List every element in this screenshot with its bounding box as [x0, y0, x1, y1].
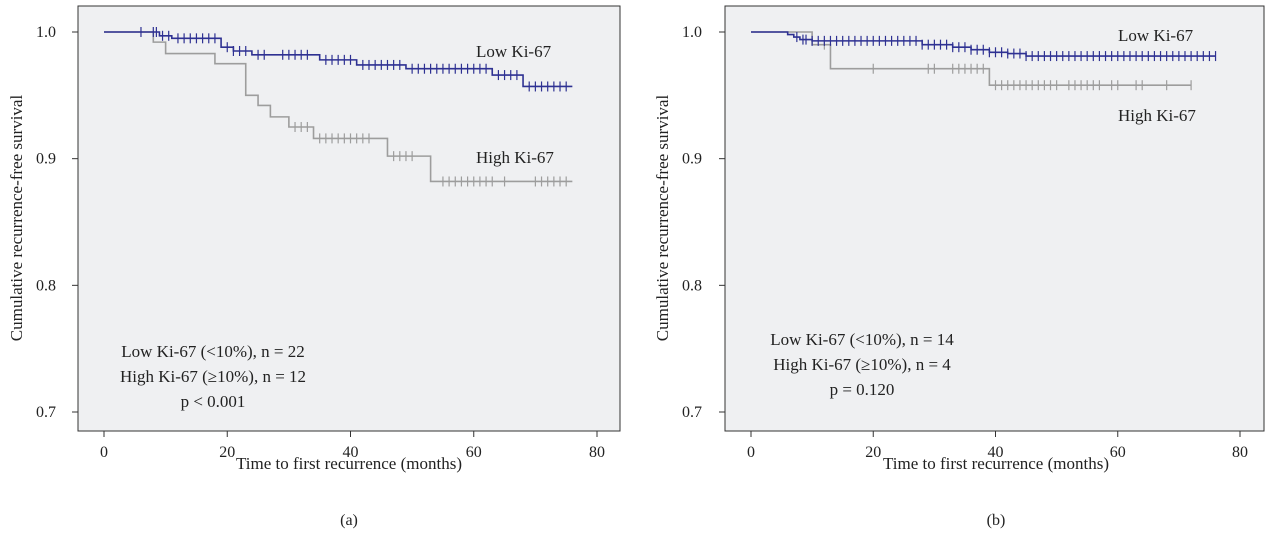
- annotation-low-n-a: Low Ki-67 (<10%), n = 22: [121, 342, 304, 361]
- annotation-p-value-a: p < 0.001: [181, 392, 246, 411]
- panel-label-b: (b): [987, 512, 1006, 529]
- x-tick-label-a: 0: [100, 444, 108, 461]
- panel-a: 0 20 40 60 80 0.7 0.8 0.9 1.0 Low Ki-67 High Ki-…: [7, 5, 621, 529]
- y-tick-label-a: 1.0: [36, 24, 56, 41]
- y-tick-label-b: 0.8: [682, 277, 702, 294]
- y-tick-label-a: 0.9: [36, 151, 56, 168]
- annotation-low-n-b: Low Ki-67 (<10%), n = 14: [770, 330, 954, 349]
- x-tick-label-b: 0: [747, 444, 755, 461]
- x-axis-title-b: Time to first recurrence (months): [883, 454, 1109, 473]
- annotation-high-n-b: High Ki-67 (≥10%), n = 4: [773, 355, 951, 374]
- series-label-high-b: High Ki-67: [1118, 106, 1196, 125]
- series-label-low-a: Low Ki-67: [476, 42, 552, 61]
- plot-area-a: [77, 5, 621, 432]
- y-tick-label-b: 1.0: [682, 24, 702, 41]
- x-tick-label-b: 80: [1232, 444, 1248, 461]
- x-tick-label-a: 80: [589, 444, 605, 461]
- x-tick-label-a: 60: [466, 444, 482, 461]
- y-tick-label-b: 0.7: [682, 404, 702, 421]
- series-label-low-b: Low Ki-67: [1118, 26, 1194, 45]
- x-tick-label-b: 60: [1110, 444, 1126, 461]
- y-tick-label-a: 0.7: [36, 404, 56, 421]
- x-tick-label-a: 20: [219, 444, 235, 461]
- survival-curve-low-ki-67-a: [104, 31, 573, 88]
- panel-label-a: (a): [340, 512, 358, 529]
- series-label-high-a: High Ki-67: [476, 148, 554, 167]
- annotation-p-value-b: p = 0.120: [830, 380, 895, 399]
- x-tick-label-a: 40: [343, 444, 359, 461]
- y-axis-title-b: Cumulative recurrence-free survival: [653, 95, 672, 342]
- x-tick-label-b: 20: [865, 444, 881, 461]
- x-tick-label-b: 40: [988, 444, 1004, 461]
- y-axis-title-a: Cumulative recurrence-free survival: [7, 95, 26, 342]
- survival-curve-high-ki-67-b: [751, 31, 1192, 86]
- panel-b: 0 20 40 60 80 0.7 0.8 0.9 1.0 Low Ki-67 High Ki-…: [653, 5, 1265, 529]
- y-tick-label-a: 0.8: [36, 277, 56, 294]
- survival-curve-high-ki-67-a: [104, 31, 573, 183]
- x-axis-title-a: Time to first recurrence (months): [236, 454, 462, 473]
- plot-area-b: [724, 5, 1265, 432]
- y-tick-label-b: 0.9: [682, 151, 702, 168]
- annotation-high-n-a: High Ki-67 (≥10%), n = 12: [120, 367, 306, 386]
